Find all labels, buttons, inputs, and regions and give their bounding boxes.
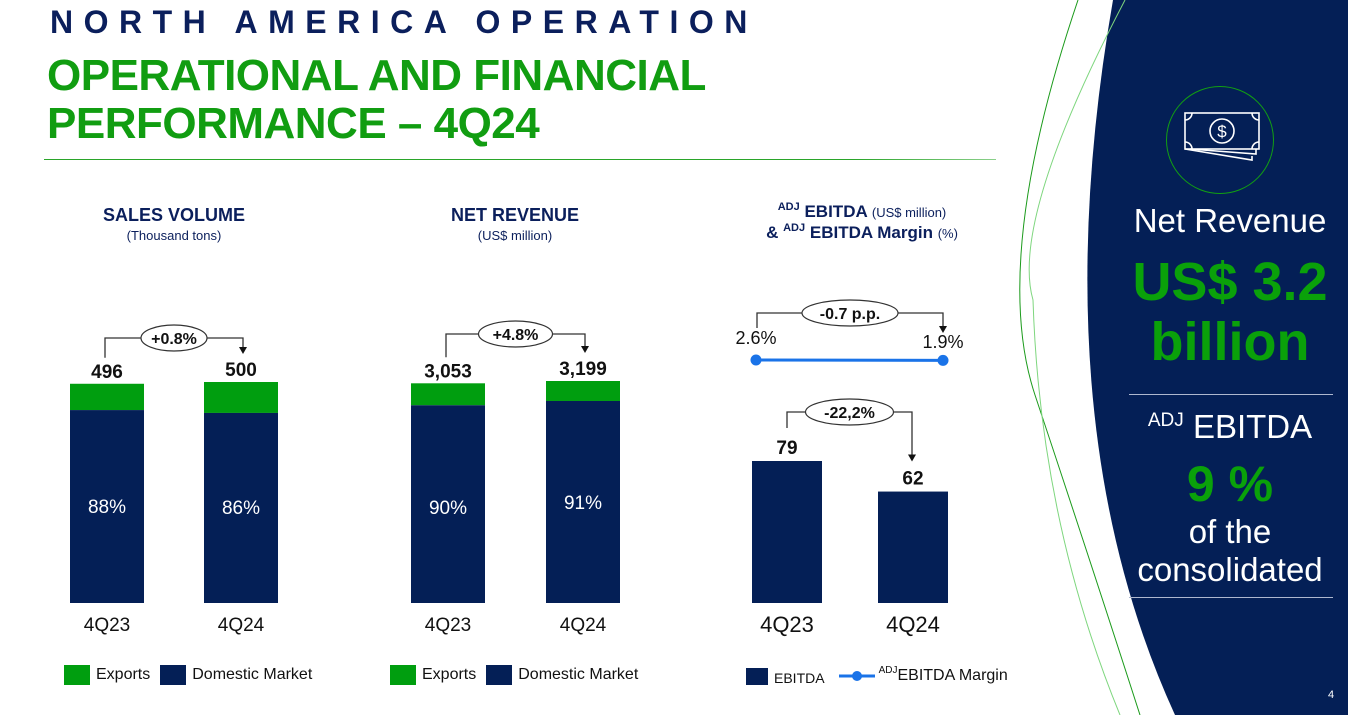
legend-label-domestic: Domestic Market	[192, 666, 313, 683]
legend-swatch-exports	[64, 665, 90, 685]
net-revenue-change-ellipse	[477, 320, 554, 348]
ampersand: &	[766, 223, 779, 242]
margin-point	[750, 354, 762, 366]
sales-volume-category-label: 4Q23	[84, 615, 130, 636]
sales-volume-bar-exports-4Q24	[204, 382, 278, 413]
title-divider	[44, 159, 996, 160]
margin-title-unit: (%)	[937, 226, 958, 241]
page-title-line1: OPERATIONAL AND FINANCIAL	[47, 51, 706, 100]
net-revenue-title: NET REVENUE	[450, 205, 580, 225]
decorative-curve-light	[1028, 0, 1126, 715]
legend-label-domestic: Domestic Market	[518, 666, 639, 683]
net-revenue-bar-domestic-4Q24	[546, 400, 620, 603]
margin-value-label: 2.6%	[735, 328, 776, 348]
net-revenue-change-arrow-icon	[581, 346, 589, 353]
legend-label-exports: Exports	[96, 666, 151, 683]
panel-net-revenue-label: Net Revenue	[1133, 202, 1327, 239]
margin-point	[937, 354, 949, 366]
legend-label-margin: EBITDA Margin	[897, 667, 1008, 684]
sales-volume-legend: Exports Domestic Market	[64, 665, 312, 685]
margin-change-ellipse	[801, 299, 899, 327]
sales-volume-domestic-share-label: 88%	[88, 497, 126, 518]
ebitda-change-ellipse	[804, 398, 895, 426]
net-revenue-total-label: 3,199	[559, 359, 607, 380]
legend-label-exports: Exports	[422, 666, 477, 683]
net-revenue-category-label: 4Q24	[560, 615, 607, 636]
ebitda-legend: EBITDA ADJ EBITDA Margin	[746, 664, 1008, 686]
panel-adj-superscript: ADJ	[1147, 410, 1184, 431]
panel-divider-bottom	[1129, 597, 1333, 598]
ebitda-bar-4Q23	[752, 461, 822, 603]
net-revenue-domestic-share-label: 90%	[429, 498, 467, 519]
adj-superscript: ADJ	[783, 222, 806, 234]
svg-text:$: $	[1217, 122, 1227, 141]
decorative-curve-dark	[1019, 0, 1141, 715]
page-title-line2: PERFORMANCE – 4Q24	[47, 99, 540, 148]
sales-volume-title: SALES VOLUME	[102, 205, 245, 225]
sales-volume-subtitle: (Thousand tons)	[126, 228, 222, 243]
net-revenue-total-label: 3,053	[424, 361, 472, 382]
sales-volume-change-arrow-icon	[239, 347, 247, 354]
panel-shape	[1087, 0, 1348, 715]
panel-divider-top	[1129, 394, 1333, 395]
ebitda-title-main: EBITDA	[804, 202, 868, 221]
legend-swatch-domestic	[486, 665, 513, 685]
sales-volume-change-ellipse	[140, 324, 208, 352]
page-number: 4	[1328, 689, 1335, 701]
ebitda-title-unit: (US$ million)	[871, 205, 947, 220]
margin-title-main: EBITDA Margin	[809, 223, 933, 242]
ebitda-category-label: 4Q23	[760, 612, 814, 637]
net-revenue-bar-exports-4Q24	[546, 381, 620, 401]
panel-ebitda-desc-line2: consolidated	[1137, 551, 1323, 588]
ebitda-change-arrow-icon	[908, 454, 916, 462]
net-revenue-change-label: +4.8%	[493, 327, 539, 344]
legend-adj-superscript: ADJ	[878, 664, 898, 676]
ebitda-value-label: 62	[902, 469, 923, 490]
sales-volume-bar-domestic-4Q23	[70, 410, 144, 603]
margin-change-label: -0.7 p.p.	[820, 306, 880, 323]
sales-volume-total-label: 496	[91, 362, 123, 383]
ebitda-value-label: 79	[776, 438, 797, 459]
ebitda-category-label: 4Q24	[886, 612, 940, 637]
legend-swatch-domestic	[160, 665, 187, 685]
net-revenue-subtitle: (US$ million)	[477, 228, 553, 243]
sales-volume-total-label: 500	[225, 360, 257, 381]
net-revenue-domestic-share-label: 91%	[564, 493, 602, 514]
sales-volume-bar-exports-4Q23	[70, 383, 144, 411]
sales-volume-change-label: +0.8%	[151, 331, 197, 348]
adj-superscript: ADJ	[777, 201, 800, 213]
money-bills-icon: $	[1184, 112, 1260, 161]
sales-volume-bar-domestic-4Q24	[204, 412, 278, 603]
legend-label-ebitda: EBITDA	[774, 670, 825, 686]
ebitda-title-line2: & ADJ EBITDA Margin (%)	[712, 222, 1012, 243]
legend-swatch-exports	[390, 665, 416, 685]
panel-ebitda-label: ADJ EBITDA	[1120, 408, 1340, 446]
section-kicker: NORTH AMERICA OPERATION	[50, 4, 758, 40]
margin-value-label: 1.9%	[922, 332, 963, 352]
net-revenue-bar-domestic-4Q23	[411, 405, 485, 603]
net-revenue-legend: Exports Domestic Market	[390, 665, 638, 685]
ebitda-change-label: -22,2%	[824, 405, 875, 422]
net-revenue-bar-exports-4Q23	[411, 383, 485, 406]
panel-net-revenue-value-line1: US$ 3.2	[1132, 252, 1328, 312]
ebitda-bar-4Q24	[878, 491, 948, 603]
legend-line-marker-icon	[838, 671, 875, 681]
panel-ebitda-desc-line1: of the	[1188, 513, 1272, 550]
panel-ebitda-share: 9 %	[1186, 456, 1274, 512]
sales-volume-domestic-share-label: 86%	[222, 498, 260, 519]
sales-volume-category-label: 4Q24	[218, 615, 265, 636]
money-icon-circle: $	[1166, 86, 1274, 194]
panel-net-revenue-value-line2: billion	[1150, 312, 1310, 372]
margin-change-arrow-icon	[939, 326, 947, 333]
panel-ebitda-text: EBITDA	[1192, 408, 1313, 445]
net-revenue-category-label: 4Q23	[425, 615, 471, 636]
ebitda-title-line1: ADJ EBITDA (US$ million)	[712, 201, 1012, 222]
legend-swatch-ebitda	[746, 667, 768, 685]
